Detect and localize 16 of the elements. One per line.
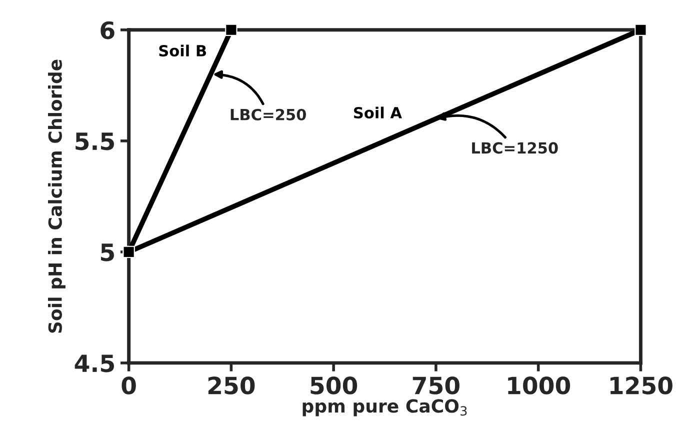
annotation: LBC=250 bbox=[230, 108, 306, 120]
x-tick-label: 1000 bbox=[508, 376, 570, 394]
series-label: Soil A bbox=[354, 106, 402, 119]
x-tick-label: 0 bbox=[122, 376, 136, 394]
y-tick-label: 6 bbox=[100, 21, 114, 40]
x-tick-label: 1250 bbox=[610, 376, 672, 394]
annotation: LBC=1250 bbox=[472, 142, 558, 154]
y-tick-label: 5.5 bbox=[76, 132, 114, 150]
x-tick-label: 500 bbox=[310, 376, 358, 394]
x-tick-label: 750 bbox=[412, 376, 460, 394]
x-axis-title: ppm pure CaCO$_{3}$ bbox=[302, 399, 467, 416]
y-tick-label: 4.5 bbox=[74, 354, 114, 372]
x-tick-label: 250 bbox=[208, 376, 255, 394]
y-tick-label: 5 bbox=[101, 244, 114, 262]
series-label: Soil B bbox=[159, 44, 206, 57]
y-axis-title: Soil pH in Calcium Chloride bbox=[48, 60, 66, 333]
